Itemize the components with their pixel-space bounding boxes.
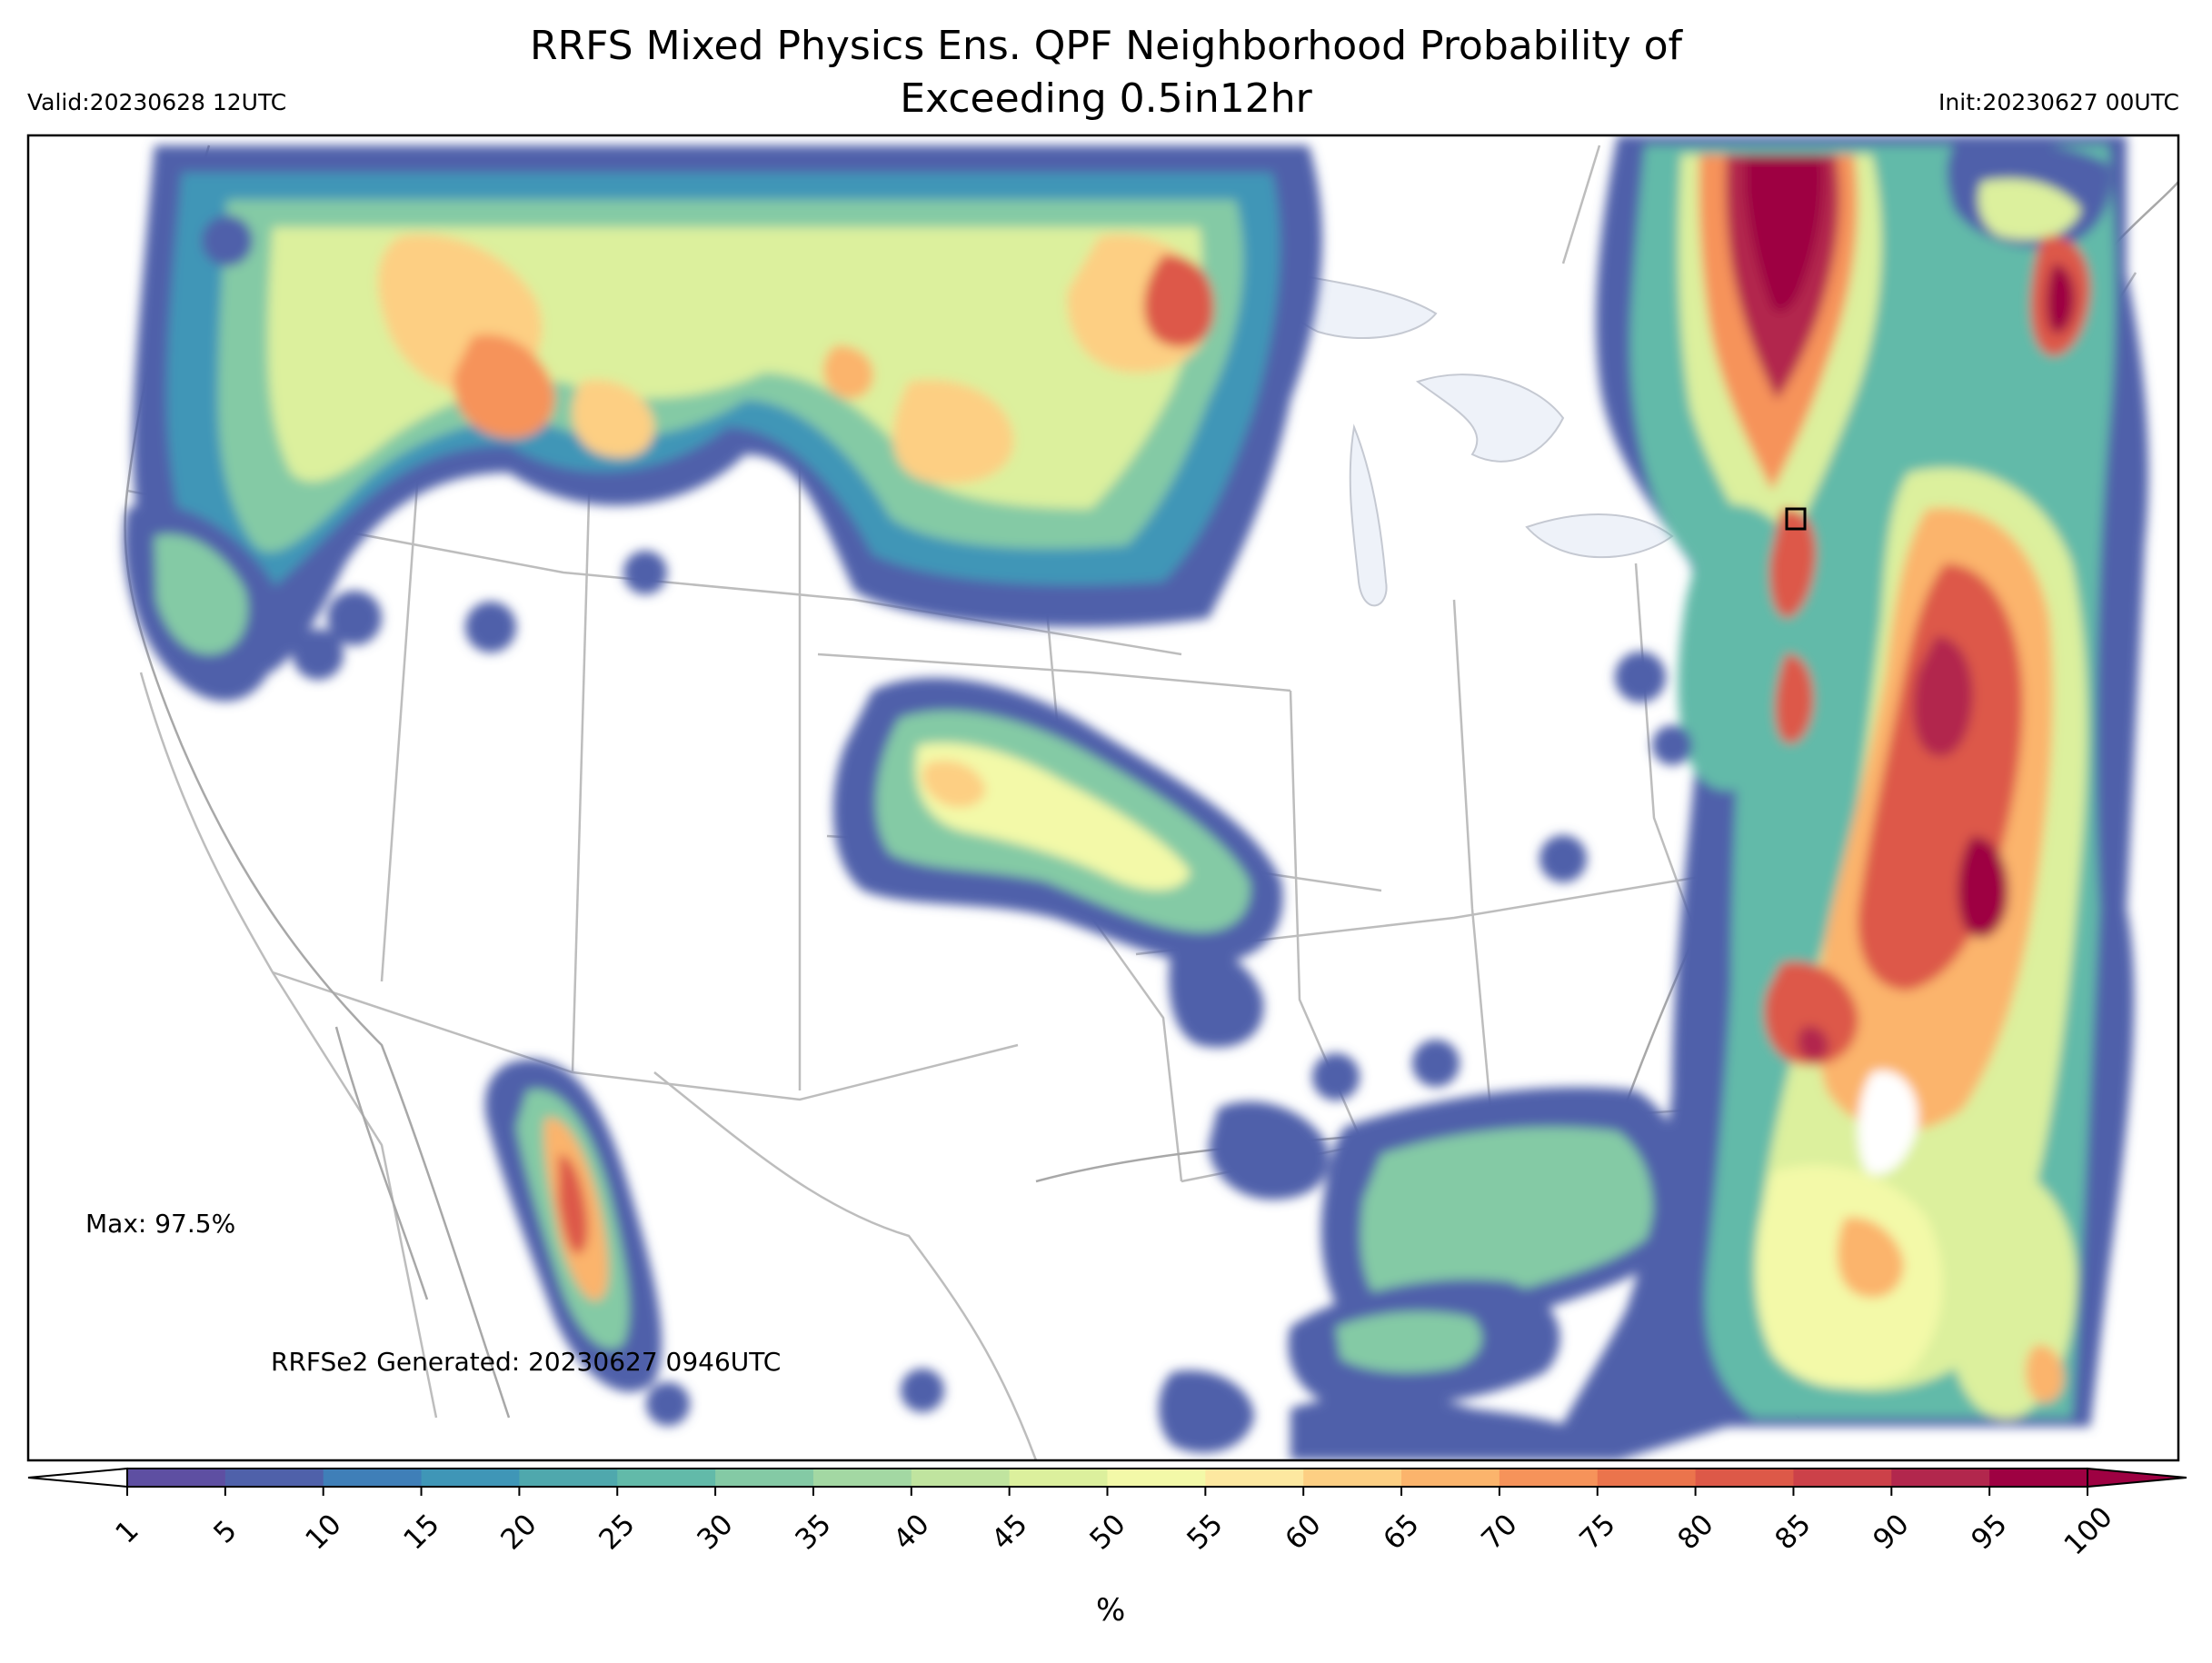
shading-gulf-coast <box>1159 835 1693 1460</box>
colorbar-segment <box>1401 1469 1500 1487</box>
colorbar-segment <box>617 1469 716 1487</box>
colorbar-segments <box>127 1469 2088 1487</box>
colorbar-ticks <box>126 1487 2088 1496</box>
colorbar-segment <box>1205 1469 1304 1487</box>
colorbar-segment <box>1499 1469 1599 1487</box>
colorbar-segment <box>1891 1469 1990 1487</box>
colorbar-segment <box>323 1469 423 1487</box>
generated-label: RRFSe2 Generated: 20230627 0946UTC <box>271 1347 782 1377</box>
shading-gap-atlantic <box>1858 1070 1918 1175</box>
shading-gulf-of-california <box>484 1059 944 1426</box>
colorbar-segment <box>1107 1469 1206 1487</box>
colorbar-segment <box>224 1469 324 1487</box>
colorbar-segment <box>127 1469 226 1487</box>
map-frame <box>26 134 2180 1462</box>
colorbar-unit-label: % <box>1096 1592 1126 1628</box>
colorbar <box>27 1467 2187 1496</box>
colorbar-segment <box>1989 1469 2088 1487</box>
max-location-marker <box>1785 507 1807 531</box>
valid-time-label: Valid:20230628 12UTC <box>27 89 287 115</box>
colorbar-segment <box>812 1469 912 1487</box>
colorbar-segment <box>421 1469 520 1487</box>
colorbar-segment <box>715 1469 814 1487</box>
colorbar-segment <box>1695 1469 1794 1487</box>
shading-central-plains <box>832 677 1283 1048</box>
colorbar-segment <box>1303 1469 1402 1487</box>
shading-north-plains <box>133 145 1322 677</box>
colorbar-segment <box>1009 1469 1108 1487</box>
map-title: RRFS Mixed Physics Ens. QPF Neighborhood… <box>0 20 2212 125</box>
init-time-label: Init:20230627 00UTC <box>1938 89 2179 115</box>
colorbar-segment <box>1597 1469 1697 1487</box>
title-line-1: RRFS Mixed Physics Ens. QPF Neighborhood… <box>529 23 1683 69</box>
shading-pacific-nw <box>124 215 667 702</box>
colorbar-over-triangle <box>2087 1467 2187 1489</box>
title-line-2: Exceeding 0.5in12hr <box>900 75 1312 122</box>
shading-east-atlantic <box>1545 135 2148 1460</box>
colorbar-segment <box>1793 1469 1892 1487</box>
colorbar-segment <box>519 1469 618 1487</box>
max-value-label: Max: 97.5% <box>85 1209 236 1239</box>
colorbar-segment <box>911 1469 1011 1487</box>
colorbar-under-triangle <box>27 1467 128 1489</box>
probability-shading <box>124 135 2148 1460</box>
